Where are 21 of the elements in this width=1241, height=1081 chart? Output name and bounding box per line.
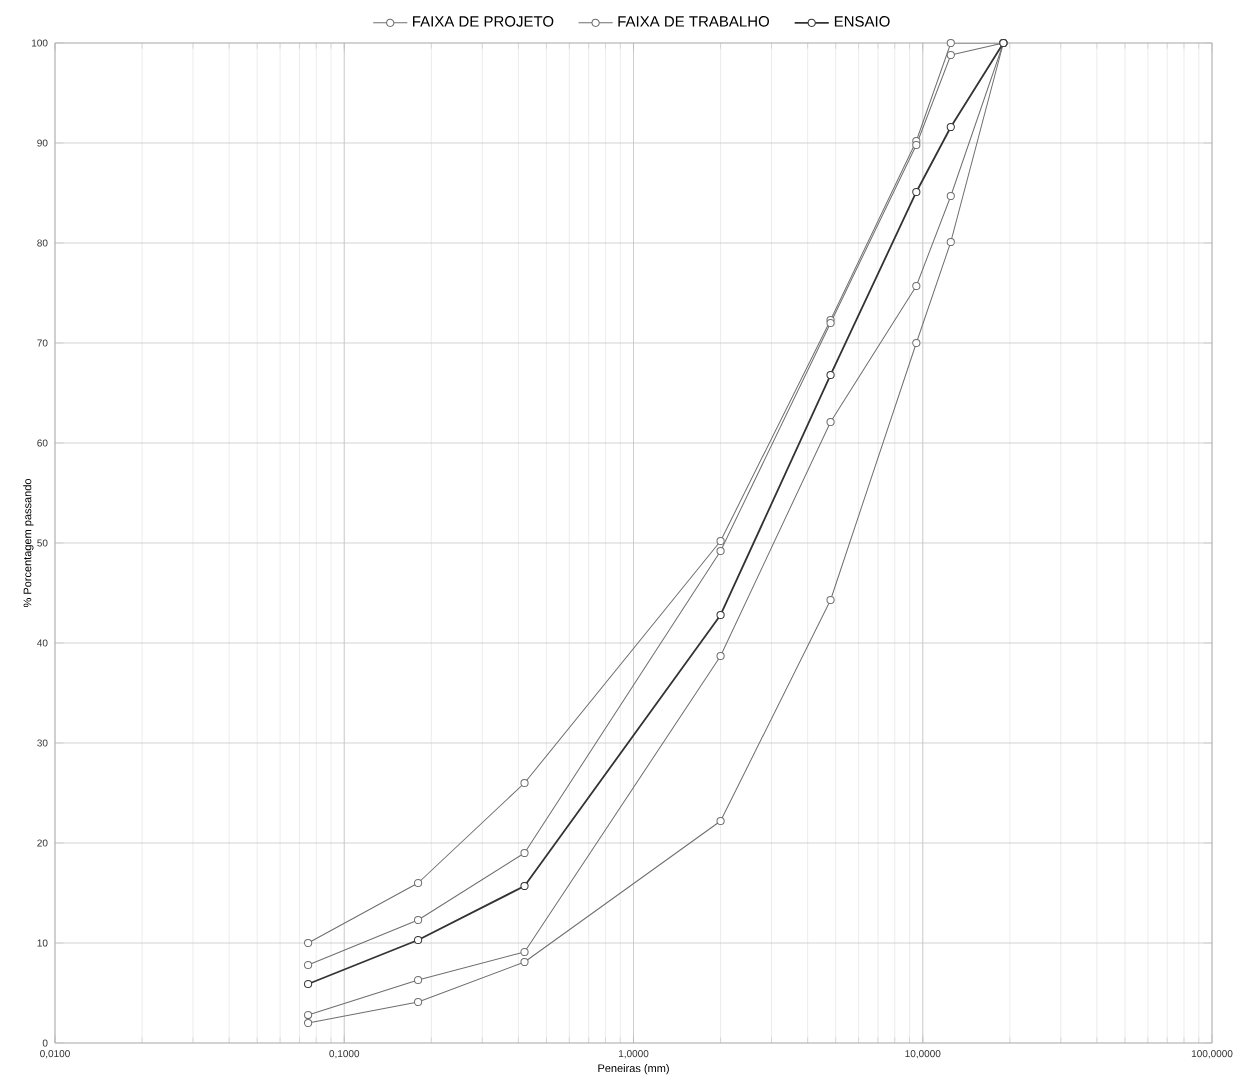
y-tick-label: 100 (32, 39, 48, 47)
x-tick-label: 10,0000 (905, 1050, 941, 1059)
y-tick-label: 80 (37, 239, 48, 247)
x-tick-label: 1,0000 (618, 1050, 649, 1059)
y-axis-title: % Porcentagem passando (23, 478, 34, 608)
y-tick-label: 30 (37, 739, 48, 747)
x-tick-label: 0,1000 (329, 1050, 360, 1059)
x-tick-label: 100,0000 (1191, 1050, 1233, 1059)
legend-label: FAIXA DE TRABALHO (618, 16, 770, 27)
y-tick-label: 60 (37, 439, 48, 447)
x-tick-label: 0,0100 (40, 1050, 70, 1059)
y-tick-label: 10 (37, 939, 48, 947)
y-tick-label: 50 (37, 539, 48, 547)
y-tick-label: 0 (42, 1039, 48, 1047)
x-axis-title: Peneiras (mm) (598, 1064, 669, 1075)
y-tick-label: 70 (37, 339, 48, 347)
y-tick-label: 40 (37, 639, 48, 647)
legend-label: FAIXA DE PROJETO (413, 16, 554, 27)
legend-label: ENSAIO (834, 16, 890, 27)
y-tick-label: 20 (37, 839, 48, 847)
y-tick-label: 90 (37, 139, 48, 147)
